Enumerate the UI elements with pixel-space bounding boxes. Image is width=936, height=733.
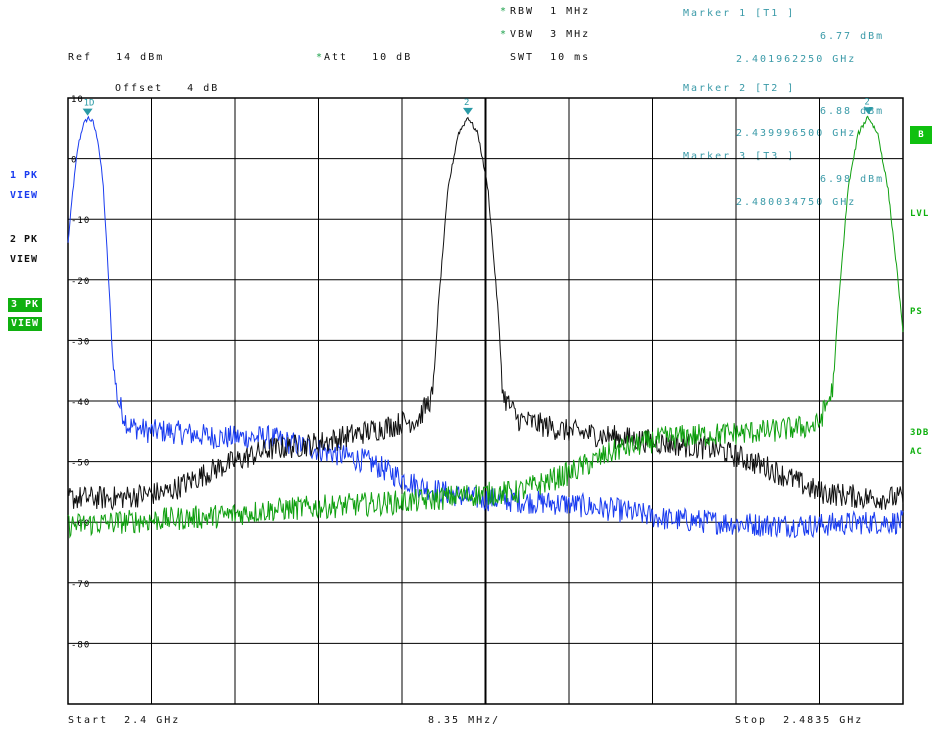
marker-3-freq: 2.480034750 GHz <box>736 197 857 208</box>
att-asterisk: * <box>316 52 325 63</box>
marker-3-triangle <box>863 107 874 115</box>
y-tick-label: -80 <box>71 640 90 650</box>
ref-level-label: Ref 14 dBm <box>68 52 165 63</box>
rbw-asterisk: * <box>500 6 509 17</box>
y-tick-label: -70 <box>71 580 90 590</box>
trace-2-line <box>67 116 904 511</box>
attenuation-label: Att 10 dB <box>324 52 413 63</box>
stop-frequency-label: Stop 2.4835 GHz <box>735 715 864 726</box>
y-tick-label: 10 <box>71 95 84 105</box>
status-badge-b: B <box>910 126 932 144</box>
marker-2-level: 6.88 dBm <box>820 106 885 117</box>
marker-2-plot-label: 2 <box>464 98 469 108</box>
marker-1-freq: 2.401962250 GHz <box>736 54 857 65</box>
sweep-time-label: SWT 10 ms <box>510 52 591 63</box>
status-ac: AC <box>910 447 923 457</box>
trace-3-mode-line2[interactable]: VIEW <box>8 317 43 331</box>
trace-2-mode-line1[interactable]: 2 PK <box>10 234 39 245</box>
vbw-label: VBW 3 MHz <box>510 29 591 40</box>
trace-3-mode-line1[interactable]: 3 PK <box>8 298 43 312</box>
marker-3-plot-label: 2 <box>864 97 869 107</box>
marker-2-title: Marker 2 [T2 ] <box>683 83 796 94</box>
start-frequency-label: Start 2.4 GHz <box>68 715 181 726</box>
y-tick-label: -50 <box>71 459 90 469</box>
y-tick-label: -10 <box>71 216 90 226</box>
status-lvl: LVL <box>910 209 930 219</box>
vbw-asterisk: * <box>500 29 509 40</box>
y-tick-label: -40 <box>71 398 90 408</box>
trace-1-mode-line1[interactable]: 1 PK <box>10 170 39 181</box>
y-tick-label: -30 <box>71 337 90 347</box>
marker-1-triangle <box>82 108 93 116</box>
marker-2-freq: 2.439996500 GHz <box>736 128 857 139</box>
offset-label: Offset 4 dB <box>115 83 220 94</box>
marker-3-level: 6.98 dBm <box>820 174 885 185</box>
y-tick-label: -20 <box>71 277 90 287</box>
marker-2-triangle <box>462 107 473 115</box>
trace-3-line <box>67 115 904 539</box>
y-tick-label: 0 <box>71 156 77 166</box>
trace-1-mode-line2[interactable]: VIEW <box>10 190 39 201</box>
marker-1-level: 6.77 dBm <box>820 31 885 42</box>
marker-3-title: Marker 3 [T3 ] <box>683 151 796 162</box>
rbw-label: RBW 1 MHz <box>510 6 591 17</box>
marker-1-title: Marker 1 [T1 ] <box>683 8 796 19</box>
status-ps: PS <box>910 307 923 317</box>
status-3db: 3DB <box>910 428 930 438</box>
trace-1-line <box>67 115 904 539</box>
marker-1-plot-label: 1D <box>84 99 95 109</box>
span-per-division-label: 8.35 MHz/ <box>428 715 501 726</box>
trace-2-mode-line2[interactable]: VIEW <box>10 254 39 265</box>
